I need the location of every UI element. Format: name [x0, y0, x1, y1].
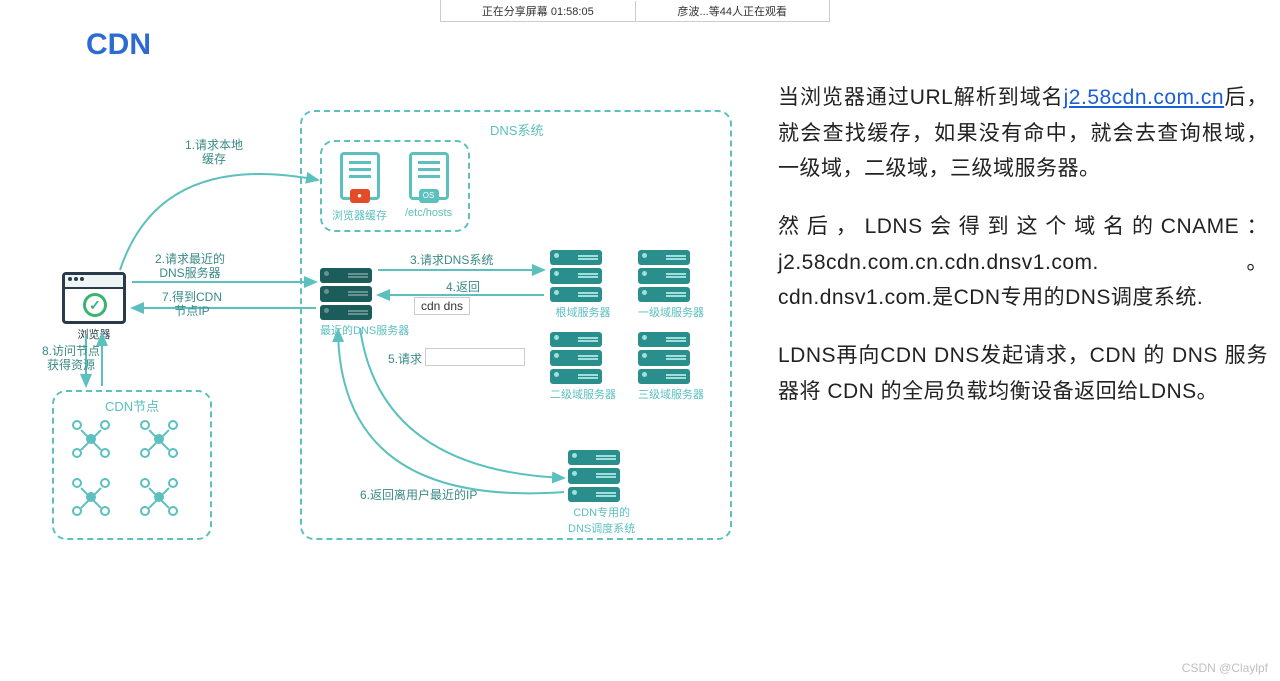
browser-label: 浏览器: [62, 326, 126, 342]
paragraph-3: LDNS再向CDN DNS发起请求，CDN 的 DNS 服务器将 CDN 的全局…: [778, 338, 1268, 409]
paragraph-2: 然后，LDNS会得到这个域名的CNAME：j2.58cdn.com.cn.cdn…: [778, 209, 1268, 316]
arrow3-label: 3.请求DNS系统: [410, 253, 493, 267]
share-status: 正在分享屏幕 01:58:05: [441, 1, 636, 21]
l2-server-label: 二级域服务器: [550, 386, 616, 402]
browser-node: ✓ 浏览器: [62, 272, 126, 342]
ldns-label: 最近的DNS服务器: [320, 322, 409, 338]
page-title: CDN: [86, 28, 151, 62]
cdn-nodes-label: CDN节点: [105, 396, 159, 415]
server-icon: [638, 332, 690, 384]
arrow1-label: 1.请求本地 缓存: [185, 138, 243, 167]
arrow5-blank: [425, 348, 525, 366]
server-icon: [568, 450, 620, 502]
server-icon: [320, 268, 372, 320]
paragraph-1: 当浏览器通过URL解析到域名j2.58cdn.com.cn后，就会查找缓存，如果…: [778, 80, 1268, 187]
l3-server-label: 三级域服务器: [638, 386, 704, 402]
cdn-node-icon: [74, 422, 108, 456]
explanation-text: 当浏览器通过URL解析到域名j2.58cdn.com.cn后，就会查找缓存，如果…: [778, 80, 1268, 432]
browser-cache-label: 浏览器缓存: [332, 207, 387, 223]
cdn-node-grid: [74, 422, 176, 514]
arrow6-label: 6.返回离用户最近的IP: [360, 488, 477, 502]
arrow5-label: 5.请求: [388, 352, 422, 366]
arrow2-label: 2.请求最近的 DNS服务器: [155, 252, 225, 281]
server-icon: [638, 250, 690, 302]
arrow4-label: 4.返回: [446, 280, 480, 294]
dns-system-label: DNS系统: [490, 120, 543, 139]
browser-cache-icon: ●: [340, 152, 380, 200]
cdn-node-icon: [142, 480, 176, 514]
watermark: CSDN @Claylpf: [1182, 661, 1268, 675]
cache-items: ● 浏览器缓存 OS /etc/hosts: [332, 152, 452, 223]
domain-link[interactable]: j2.58cdn.com.cn: [1064, 86, 1224, 109]
cdn-node-icon: [142, 422, 176, 456]
cdn-dns-node: CDN专用的 DNS调度系统: [568, 450, 635, 536]
cdn-dns-label: CDN专用的 DNS调度系统: [568, 504, 635, 536]
etc-hosts-icon: OS: [409, 152, 449, 200]
root-server-label: 根域服务器: [550, 304, 616, 320]
etc-hosts-label: /etc/hosts: [405, 207, 452, 219]
server-icon: [550, 332, 602, 384]
screen-share-bar: 正在分享屏幕 01:58:05 彦波...等44人正在观看: [440, 0, 830, 22]
cdn-node-icon: [74, 480, 108, 514]
arrow7-label: 7.得到CDN 节点IP: [162, 290, 222, 319]
dns-tier-grid: 根域服务器 一级域服务器 二级域服务器 三级域服务器: [550, 250, 704, 402]
l1-server-label: 一级域服务器: [638, 304, 704, 320]
server-icon: [550, 250, 602, 302]
arrow4-text: cdn dns: [414, 297, 470, 315]
cdn-diagram: DNS系统 ● 浏览器缓存 OS /etc/hosts ✓ 浏览器 CDN节点 …: [20, 90, 760, 590]
browser-icon: ✓: [62, 272, 126, 324]
ldns-node: 最近的DNS服务器: [320, 268, 409, 338]
arrow8-label: 8.访问节点 获得资源: [42, 344, 100, 373]
viewers-status: 彦波...等44人正在观看: [636, 1, 830, 21]
